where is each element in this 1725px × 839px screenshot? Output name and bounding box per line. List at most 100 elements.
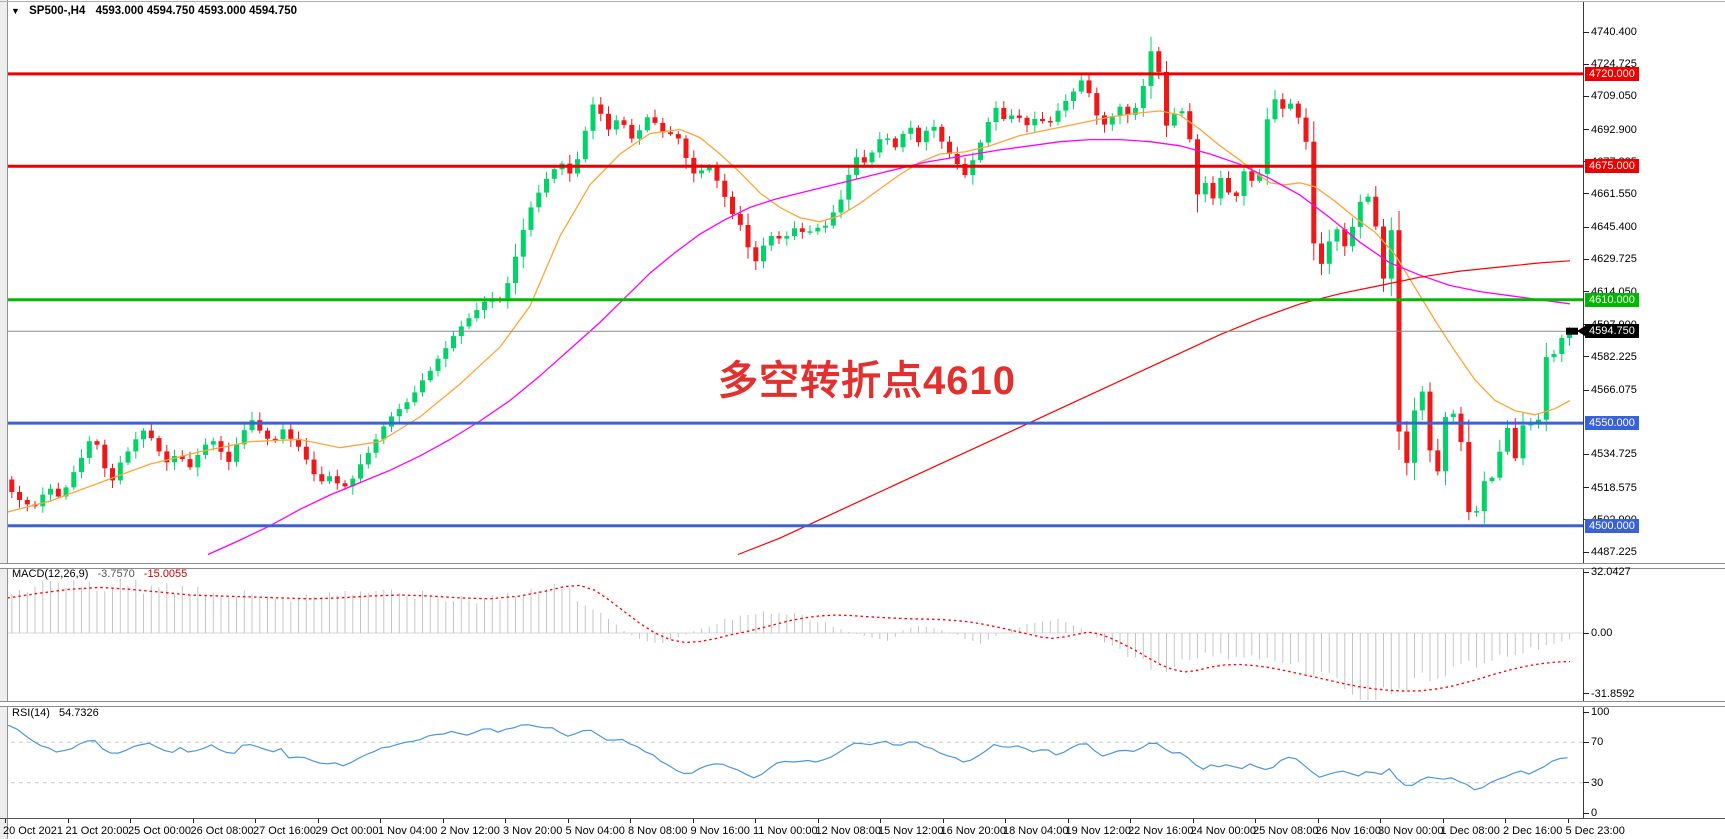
time-axis-label: 12 Nov 08:00	[815, 825, 881, 837]
axis-tick	[1583, 453, 1589, 455]
axis-tick	[1583, 63, 1589, 65]
axis-tick	[1583, 711, 1589, 713]
axis-tick	[1583, 551, 1589, 553]
chart-text-annotation[interactable]: 多空转折点4610	[718, 359, 1016, 403]
axis-tick	[1583, 129, 1589, 131]
price-axis-label: 4582.225	[1591, 350, 1637, 363]
price-level-badge: 4675.000	[1585, 159, 1639, 174]
time-axis-tick	[380, 819, 381, 823]
price-axis-label: 4487.225	[1591, 546, 1637, 558]
time-axis-tick	[1380, 819, 1381, 823]
time-axis-tick	[1192, 819, 1194, 823]
rsi-axis-label: 100	[1591, 706, 1610, 718]
price-axis-divider	[1583, 2, 1584, 819]
time-axis-tick	[5, 819, 6, 823]
time-axis-label: 2 Dec 16:00	[1503, 825, 1563, 837]
time-axis-tick	[317, 819, 319, 823]
time-axis-label: 1 Dec 08:00	[1440, 825, 1500, 837]
macd-main-value: -3.7570	[97, 568, 135, 580]
rsi-value: 54.7326	[58, 707, 99, 719]
price-axis-label: 4709.050	[1591, 90, 1637, 103]
time-axis-tick	[67, 819, 69, 823]
rsi-axis-label: 70	[1591, 736, 1604, 749]
time-axis-label: 27 Oct 16:00	[253, 825, 316, 837]
time-axis-tick	[1067, 819, 1069, 823]
time-axis-tick	[942, 819, 944, 823]
time-axis-tick	[1505, 819, 1506, 823]
time-axis-tick	[692, 819, 694, 823]
price-level-badge: 4720.000	[1585, 66, 1639, 81]
time-axis-label: 9 Nov 16:00	[690, 825, 750, 837]
time-axis-label: 1 Nov 04:00	[378, 825, 438, 837]
rsi-axis-label: 0	[1591, 807, 1598, 819]
time-axis-label: 16 Nov 20:00	[940, 825, 1006, 837]
ohlc-values: 4593.000 4594.750 4593.000 4594.750	[95, 5, 298, 17]
time-axis-tick	[630, 819, 631, 823]
time-axis-tick	[567, 819, 569, 823]
chart-title: ▼ SP500-,H4 4593.000 4594.750 4593.000 4…	[11, 5, 297, 17]
time-axis-label: 30 Nov 00:00	[1378, 825, 1444, 837]
price-axis-label: 4740.400	[1591, 26, 1637, 38]
time-axis-label: 8 Nov 08:00	[628, 825, 688, 837]
axis-tick	[1583, 571, 1589, 573]
time-axis-tick	[192, 819, 194, 823]
time-axis-label: 24 Nov 00:00	[1190, 825, 1256, 837]
axis-tick	[1583, 258, 1589, 260]
time-axis-tick	[442, 819, 444, 823]
current-price-arrow	[1577, 326, 1585, 337]
time-axis-tick	[130, 819, 131, 823]
time-axis-tick	[880, 819, 881, 823]
macd-axis-label: 0.00	[1591, 627, 1613, 639]
time-axis-tick	[1005, 819, 1006, 823]
axis-tick	[1583, 226, 1589, 228]
time-axis-label: 20 Oct 2021	[3, 825, 63, 837]
current-price-badge: 4594.750	[1585, 324, 1639, 339]
axis-tick	[1583, 389, 1589, 391]
rsi-panel	[3, 724, 1583, 791]
macd-axis-label: -31.8592	[1591, 687, 1635, 700]
axis-tick	[1583, 741, 1589, 743]
time-axis-label: 25 Nov 08:00	[1253, 825, 1319, 837]
rsi-panel-splitter[interactable]	[0, 701, 1725, 707]
time-axis-label: 2 Nov 12:00	[440, 825, 500, 837]
macd-signal-value: -15.0055	[143, 568, 188, 580]
time-axis-label: 21 Oct 20:00	[65, 825, 129, 837]
axis-tick	[1583, 693, 1589, 695]
time-axis-label: 5 Nov 04:00	[565, 825, 625, 837]
time-axis-tick	[817, 819, 819, 823]
time-axis-tick	[1567, 819, 1569, 823]
time-axis-label: 26 Nov 16:00	[1315, 825, 1381, 837]
time-axis-label: 5 Dec 23:00	[1565, 825, 1625, 837]
window-top-edge	[0, 1, 1725, 2]
time-axis-tick	[505, 819, 506, 823]
main-chart-panel	[3, 36, 1583, 556]
axis-tick	[1583, 356, 1589, 358]
price-level-badge: 4610.000	[1585, 292, 1639, 307]
axis-tick	[1583, 812, 1589, 814]
axis-tick	[1583, 782, 1589, 784]
time-axis-tick	[255, 819, 256, 823]
price-axis-label: 4566.075	[1591, 384, 1637, 397]
price-level-badge: 4500.000	[1585, 518, 1639, 533]
price-axis-label: 4629.725	[1591, 253, 1637, 266]
time-axis-label: 22 Nov 16:00	[1128, 825, 1194, 837]
rsi-axis-label: 30	[1591, 776, 1604, 789]
window-left-edge	[0, 0, 8, 839]
macd-name: MACD(12,26,9)	[12, 568, 89, 580]
axis-tick	[1583, 291, 1589, 292]
symbol-period-label: SP500-,H4	[29, 5, 86, 17]
rsi-name: RSI(14)	[12, 707, 50, 719]
ohlc-toggle-icon[interactable]: ▼	[11, 6, 20, 16]
time-axis-label: 11 Nov 00:00	[753, 825, 818, 837]
axis-tick	[1583, 632, 1589, 634]
price-axis-label: 4661.550	[1591, 187, 1637, 200]
time-axis-label: 25 Oct 00:00	[128, 825, 191, 837]
axis-tick	[1583, 487, 1589, 489]
macd-panel-splitter[interactable]	[0, 563, 1725, 569]
time-axis-border	[0, 818, 1725, 819]
time-axis-tick	[1130, 819, 1131, 823]
price-axis-label: 4692.900	[1591, 123, 1637, 136]
macd-indicator-label: MACD(12,26,9) -3.7570 -15.0055	[12, 568, 187, 580]
axis-tick	[1583, 193, 1589, 195]
